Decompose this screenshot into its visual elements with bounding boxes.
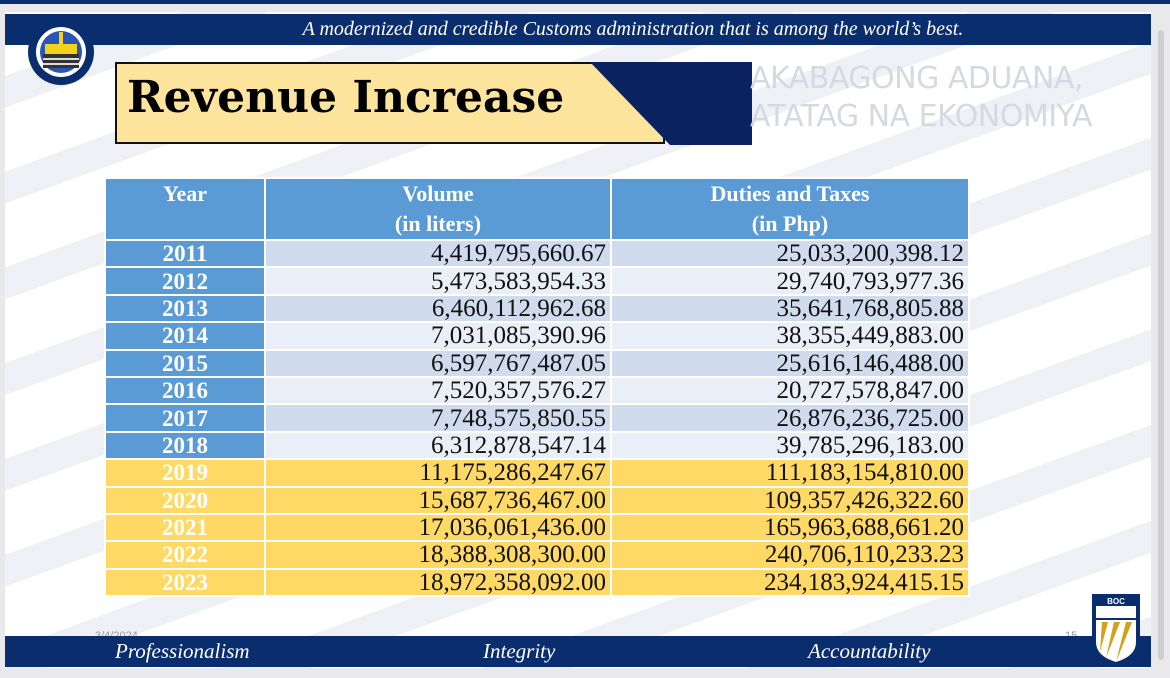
year-cell: 2021 xyxy=(104,512,266,543)
year-cell: 2022 xyxy=(104,540,266,570)
header-duties: Duties and Taxes (in Php) xyxy=(610,177,970,241)
duties-cell: 26,876,236,725.00 xyxy=(610,403,970,433)
page-title: Revenue Increase xyxy=(127,72,565,123)
footer-value-integrity: Integrity xyxy=(483,639,556,663)
year-cell: 2014 xyxy=(104,321,266,351)
vision-banner: A modernized and credible Customs admini… xyxy=(5,14,1151,45)
revenue-table: Year Volume (in liters) Duties and Taxes (… xyxy=(104,177,970,598)
top-border xyxy=(0,0,1170,4)
year-cell: 2023 xyxy=(104,567,266,598)
volume-cell: 7,520,357,576.27 xyxy=(264,375,612,406)
table-row: 2013 6,460,112,962.68 35,641,768,805.88 xyxy=(104,293,970,324)
header-year-label: Year xyxy=(163,181,207,206)
table-row: 2021 17,036,061,436.00 165,963,688,661.20 xyxy=(104,512,970,543)
table-row: 2023 18,972,358,092.00 234,183,924,415.15 xyxy=(104,567,970,598)
header-duties-label: Duties and Taxes xyxy=(710,181,870,206)
slide: A modernized and credible Customs admini… xyxy=(5,12,1151,668)
year-cell: 2012 xyxy=(104,266,266,296)
duties-cell: 29,740,793,977.36 xyxy=(610,266,970,296)
title-accent-shape xyxy=(590,62,752,145)
volume-cell: 11,175,286,247.67 xyxy=(264,458,612,488)
scrollbar[interactable] xyxy=(1158,30,1164,660)
header-volume-unit: (in liters) xyxy=(394,211,482,236)
footer-band: Professionalism Integrity Accountability xyxy=(5,636,1151,667)
duties-cell: 25,033,200,398.12 xyxy=(610,238,970,269)
header-volume-label: Volume xyxy=(402,181,474,206)
duties-cell: 20,727,578,847.00 xyxy=(610,375,970,406)
duties-cell: 35,641,768,805.88 xyxy=(610,293,970,324)
tagline-watermark: AKABAGONG ADUANA, ATATAG NA EKONOMIYA xyxy=(750,60,1093,136)
table-row: 2016 7,520,357,576.27 20,727,578,847.00 xyxy=(104,375,970,406)
table-row: 2012 5,473,583,954.33 29,740,793,977.36 xyxy=(104,266,970,296)
volume-cell: 7,748,575,850.55 xyxy=(264,403,612,433)
tagline-line-1: AKABAGONG ADUANA, xyxy=(750,61,1083,96)
table-row: 2015 6,597,767,487.05 25,616,146,488.00 xyxy=(104,348,970,378)
header-year: Year xyxy=(104,177,266,241)
year-cell: 2020 xyxy=(104,485,266,515)
bureau-of-customs-seal-logo xyxy=(28,19,94,85)
volume-cell: 15,687,736,467.00 xyxy=(264,485,612,515)
year-cell: 2017 xyxy=(104,403,266,433)
boc-shield-logo: BOC xyxy=(1092,594,1140,667)
duties-cell: 25,616,146,488.00 xyxy=(610,348,970,378)
duties-cell: 165,963,688,661.20 xyxy=(610,512,970,543)
table-row: 2011 4,419,795,660.67 25,033,200,398.12 xyxy=(104,238,970,269)
volume-cell: 17,036,061,436.00 xyxy=(264,512,612,543)
table-row: 2020 15,687,736,467.00 109,357,426,322.60 xyxy=(104,485,970,515)
volume-cell: 6,597,767,487.05 xyxy=(264,348,612,378)
duties-cell: 109,357,426,322.60 xyxy=(610,485,970,515)
year-cell: 2015 xyxy=(104,348,266,378)
volume-cell: 6,460,112,962.68 xyxy=(264,293,612,324)
table-row: 2014 7,031,085,390.96 38,355,449,883.00 xyxy=(104,321,970,351)
table-row: 2017 7,748,575,850.55 26,876,236,725.00 xyxy=(104,403,970,433)
footer-value-accountability: Accountability xyxy=(808,639,931,663)
duties-cell: 234,183,924,415.15 xyxy=(610,567,970,598)
header-volume: Volume (in liters) xyxy=(264,177,612,241)
footer-value-professionalism: Professionalism xyxy=(115,639,250,663)
header-duties-unit: (in Php) xyxy=(751,211,829,236)
tagline-line-2: ATATAG NA EKONOMIYA xyxy=(750,99,1093,134)
volume-cell: 18,972,358,092.00 xyxy=(264,567,612,598)
volume-cell: 7,031,085,390.96 xyxy=(264,321,612,351)
boc-logo-text: BOC xyxy=(1107,597,1125,606)
year-cell: 2011 xyxy=(104,238,266,269)
table-row: 2022 18,388,308,300.00 240,706,110,233.23 xyxy=(104,540,970,570)
year-cell: 2013 xyxy=(104,293,266,324)
duties-cell: 39,785,296,183.00 xyxy=(610,430,970,461)
table-row: 2019 11,175,286,247.67 111,183,154,810.00 xyxy=(104,458,970,488)
year-cell: 2019 xyxy=(104,458,266,488)
title-box: Revenue Increase xyxy=(115,62,665,144)
duties-cell: 240,706,110,233.23 xyxy=(610,540,970,570)
year-cell: 2016 xyxy=(104,375,266,406)
volume-cell: 18,388,308,300.00 xyxy=(264,540,612,570)
table-row: 2018 6,312,878,547.14 39,785,296,183.00 xyxy=(104,430,970,461)
duties-cell: 111,183,154,810.00 xyxy=(610,458,970,488)
duties-cell: 38,355,449,883.00 xyxy=(610,321,970,351)
table-header-row: Year Volume (in liters) Duties and Taxes (… xyxy=(104,177,970,241)
volume-cell: 5,473,583,954.33 xyxy=(264,266,612,296)
year-cell: 2018 xyxy=(104,430,266,461)
volume-cell: 6,312,878,547.14 xyxy=(264,430,612,461)
volume-cell: 4,419,795,660.67 xyxy=(264,238,612,269)
